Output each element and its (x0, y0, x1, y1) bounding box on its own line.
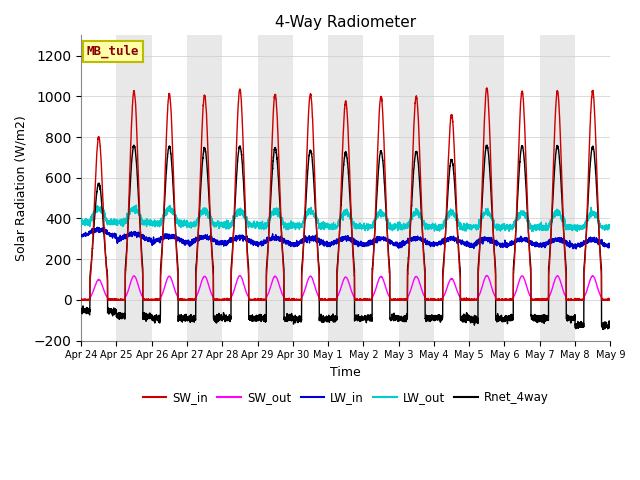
SW_in (77, 297, 85, 302)
Line: Rnet_4way: Rnet_4way (81, 145, 611, 329)
SW_out (326, 297, 333, 303)
Bar (257, 36, 292, 341)
LW_in (572, 246, 580, 252)
LW_in (494, 240, 502, 245)
Bar (469, 36, 504, 341)
LW_in (607, 244, 614, 250)
Rnet_4way (494, 315, 502, 321)
LW_in (173, 235, 180, 240)
Title: 4-Way Radiometer: 4-Way Radiometer (275, 15, 416, 30)
Rnet_4way (435, 316, 443, 322)
SW_out (606, 297, 614, 303)
SW_in (607, 297, 614, 302)
Rnet_4way (606, 322, 614, 328)
LW_out (435, 221, 443, 227)
Legend: SW_in, SW_out, LW_in, LW_out, Rnet_4way: SW_in, SW_out, LW_in, LW_out, Rnet_4way (138, 386, 554, 408)
LW_out (464, 226, 472, 232)
Bar (116, 36, 152, 341)
LW_in (77, 233, 85, 239)
X-axis label: Time: Time (330, 366, 361, 379)
Rnet_4way (483, 142, 491, 148)
LW_in (435, 241, 443, 247)
Bar (187, 36, 222, 341)
Rnet_4way (607, 325, 614, 331)
LW_out (326, 224, 333, 230)
SW_out (77, 297, 85, 303)
LW_in (606, 245, 614, 251)
Rnet_4way (77, 309, 85, 314)
LW_in (326, 242, 333, 248)
LW_in (93, 224, 101, 230)
SW_out (435, 297, 443, 303)
SW_in (606, 297, 614, 303)
SW_in (464, 297, 472, 302)
LW_out (607, 222, 614, 228)
LW_out (77, 219, 85, 225)
Rnet_4way (326, 314, 333, 320)
Line: SW_out: SW_out (81, 276, 611, 300)
Line: SW_in: SW_in (81, 88, 611, 300)
Rnet_4way (172, 240, 180, 246)
LW_in (464, 241, 472, 247)
Line: LW_out: LW_out (81, 205, 611, 231)
Rnet_4way (599, 326, 607, 332)
SW_in (173, 247, 180, 252)
SW_out (494, 297, 502, 303)
SW_out (483, 273, 491, 278)
LW_out (132, 202, 140, 208)
Rnet_4way (464, 312, 472, 318)
SW_out (464, 297, 472, 303)
SW_in (77, 297, 85, 303)
Line: LW_in: LW_in (81, 227, 611, 249)
SW_out (172, 291, 180, 297)
Y-axis label: Solar Radiation (W/m2): Solar Radiation (W/m2) (15, 115, 28, 261)
Bar (399, 36, 434, 341)
LW_out (173, 216, 180, 222)
Bar (328, 36, 364, 341)
Text: MB_tule: MB_tule (86, 45, 139, 58)
SW_in (483, 85, 491, 91)
LW_out (606, 226, 614, 231)
SW_in (326, 296, 333, 301)
SW_in (435, 297, 443, 303)
LW_out (494, 225, 502, 230)
SW_in (495, 297, 502, 302)
SW_out (607, 297, 614, 303)
LW_out (573, 228, 581, 234)
Bar (540, 36, 575, 341)
